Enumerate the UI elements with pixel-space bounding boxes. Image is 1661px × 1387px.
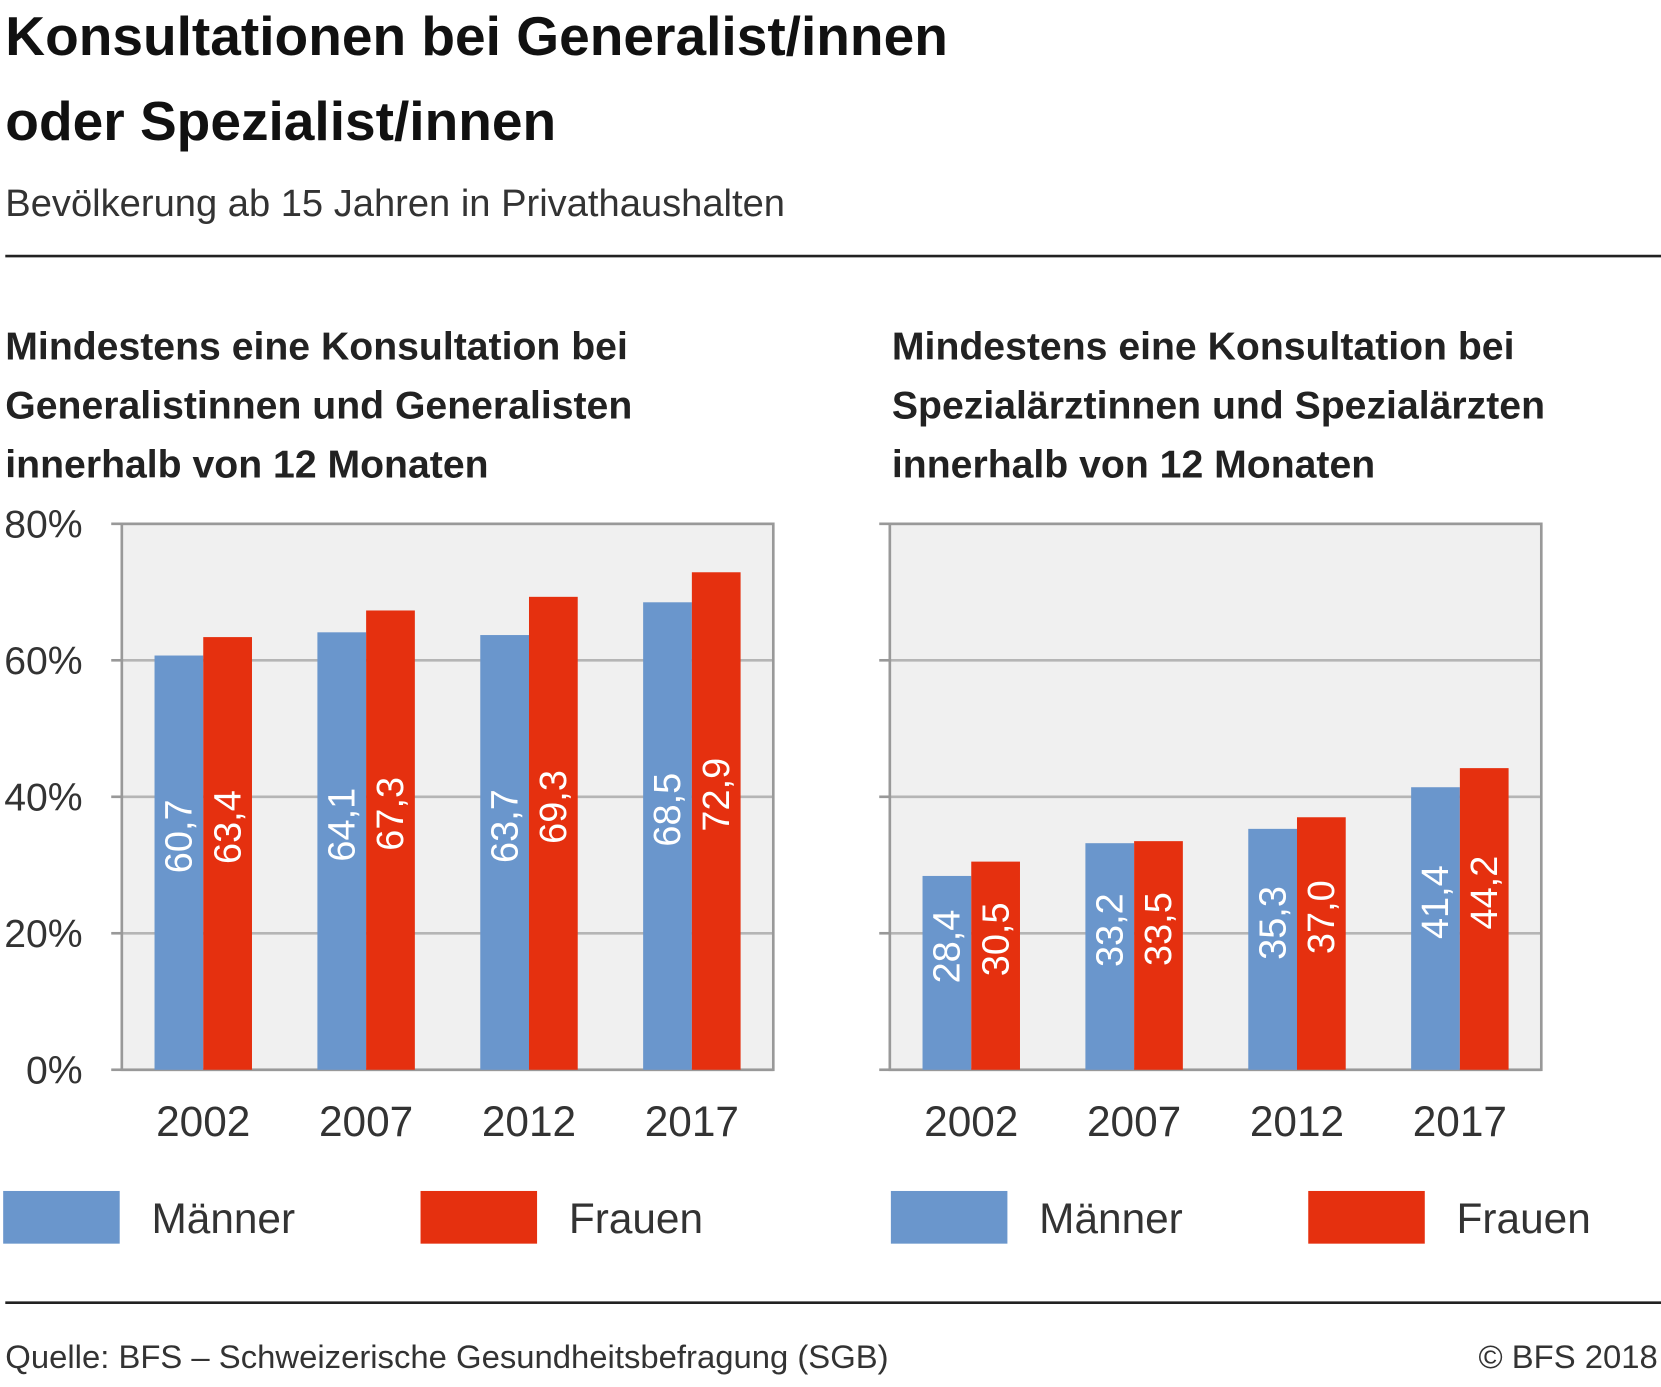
plot-border xyxy=(120,522,775,1072)
bar xyxy=(691,572,741,1070)
legend-swatch xyxy=(3,1190,120,1244)
chart-title: Generalistinnen und Generalisten xyxy=(5,385,632,428)
bar xyxy=(366,610,415,1070)
data-label: 63,4 xyxy=(207,790,249,864)
legend-label: Männer xyxy=(151,1195,295,1242)
source: Quelle: BFS – Schweizerische Gesundheits… xyxy=(5,1338,888,1375)
data-label: 30,5 xyxy=(975,902,1017,976)
y-tick-label: 40% xyxy=(4,777,82,820)
title-line: Konsultationen bei Generalist/innen xyxy=(5,5,948,67)
legend-label: Männer xyxy=(1039,1195,1183,1242)
data-label: 60,7 xyxy=(159,799,201,873)
data-label: 72,9 xyxy=(696,758,738,832)
y-tick-label: 20% xyxy=(4,913,82,956)
x-tick-label: 2012 xyxy=(482,1098,576,1145)
data-label: 67,3 xyxy=(370,777,412,851)
data-label: 33,5 xyxy=(1138,892,1180,966)
plot-border xyxy=(888,522,1543,1072)
chart-title: innerhalb von 12 Monaten xyxy=(5,444,488,487)
data-label: 41,4 xyxy=(1415,865,1457,939)
bar xyxy=(317,632,367,1070)
y-tick-label: 60% xyxy=(4,640,82,683)
bar xyxy=(971,861,1020,1070)
legend-label: Frauen xyxy=(1457,1195,1591,1242)
bar xyxy=(1459,768,1509,1070)
bar xyxy=(922,875,972,1070)
data-label: 35,3 xyxy=(1252,886,1294,960)
chart-title: Mindestens eine Konsultation bei xyxy=(5,325,628,368)
bar xyxy=(1085,843,1135,1070)
x-tick-label: 2002 xyxy=(924,1098,1018,1145)
x-tick-label: 2007 xyxy=(319,1098,413,1145)
data-label: 64,1 xyxy=(321,788,363,862)
y-tick-label: 80% xyxy=(4,504,82,547)
subtitle: Bevölkerung ab 15 Jahren in Privathausha… xyxy=(5,183,785,225)
legend-swatch xyxy=(1308,1190,1425,1244)
legend-swatch xyxy=(890,1190,1008,1244)
data-label: 37,0 xyxy=(1301,880,1343,954)
x-tick-label: 2017 xyxy=(645,1098,739,1145)
bar xyxy=(203,637,252,1070)
chart-title: Mindestens eine Konsultation bei xyxy=(892,325,1515,368)
bar xyxy=(643,602,692,1070)
bar xyxy=(1248,828,1297,1070)
data-label: 63,7 xyxy=(484,789,526,863)
title-line: oder Spezialist/innen xyxy=(5,90,556,152)
chart-title: Spezialärztinnen und Spezialärzten xyxy=(892,385,1545,428)
x-tick-label: 2002 xyxy=(156,1098,250,1145)
legend-label: Frauen xyxy=(569,1195,703,1242)
bar xyxy=(154,655,204,1070)
x-tick-label: 2017 xyxy=(1413,1098,1507,1145)
legend-swatch xyxy=(420,1190,538,1244)
data-label: 44,2 xyxy=(1464,856,1506,930)
x-tick-label: 2012 xyxy=(1250,1098,1344,1145)
data-label: 69,3 xyxy=(533,770,575,844)
copyright: © BFS 2018 xyxy=(1478,1338,1657,1375)
bar xyxy=(480,635,529,1070)
chart-title: innerhalb von 12 Monaten xyxy=(892,444,1375,487)
data-label: 28,4 xyxy=(927,910,969,984)
data-label: 33,2 xyxy=(1089,893,1131,967)
bar xyxy=(1411,787,1460,1070)
bar xyxy=(1296,817,1346,1070)
bar xyxy=(1134,841,1183,1070)
x-tick-label: 2007 xyxy=(1087,1098,1181,1145)
data-label: 68,5 xyxy=(647,773,689,847)
bar xyxy=(528,596,578,1070)
y-tick-label: 0% xyxy=(26,1050,83,1093)
